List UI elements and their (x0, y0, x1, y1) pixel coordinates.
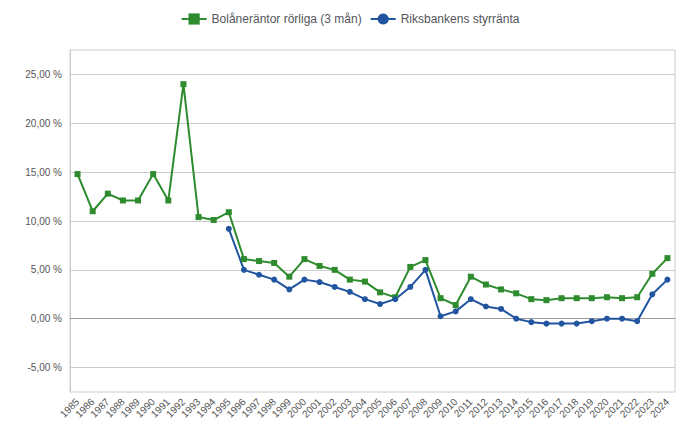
svg-text:2019: 2019 (572, 396, 596, 420)
svg-text:2008: 2008 (405, 396, 430, 420)
svg-text:2024: 2024 (648, 396, 672, 420)
svg-text:2005: 2005 (360, 396, 384, 420)
svg-text:1985: 1985 (58, 396, 82, 420)
svg-text:10,00 %: 10,00 % (25, 216, 62, 227)
svg-text:5,00 %: 5,00 % (31, 264, 62, 275)
svg-text:2009: 2009 (421, 396, 445, 420)
svg-text:2022: 2022 (617, 396, 642, 420)
svg-text:2018: 2018 (557, 396, 581, 420)
svg-text:1998: 1998 (254, 396, 279, 420)
svg-text:2014: 2014 (496, 396, 521, 420)
svg-text:1990: 1990 (133, 396, 158, 420)
svg-text:Riksbankens styrränta: Riksbankens styrränta (401, 12, 520, 26)
svg-text:2010: 2010 (436, 396, 460, 420)
svg-text:2004: 2004 (345, 396, 369, 420)
svg-text:Bolåneräntor rörliga (3 mån): Bolåneräntor rörliga (3 mån) (212, 12, 362, 26)
svg-text:2002: 2002 (315, 396, 339, 420)
svg-text:2001: 2001 (300, 396, 324, 420)
svg-text:20,00 %: 20,00 % (25, 118, 62, 129)
svg-text:2015: 2015 (511, 396, 536, 420)
svg-text:2000: 2000 (284, 396, 309, 420)
svg-text:1995: 1995 (209, 396, 233, 420)
svg-text:1996: 1996 (224, 396, 248, 420)
svg-text:2013: 2013 (481, 396, 505, 420)
svg-text:1991: 1991 (148, 396, 173, 420)
svg-text:15,00 %: 15,00 % (25, 167, 62, 178)
svg-text:2006: 2006 (375, 396, 400, 420)
svg-text:1994: 1994 (194, 396, 218, 420)
svg-text:2003: 2003 (330, 396, 354, 420)
svg-text:1997: 1997 (239, 396, 263, 420)
svg-text:2012: 2012 (466, 396, 490, 420)
svg-text:1988: 1988 (103, 396, 127, 420)
svg-text:1986: 1986 (73, 396, 97, 420)
svg-text:2017: 2017 (542, 396, 566, 420)
svg-text:2020: 2020 (587, 396, 611, 420)
svg-text:1999: 1999 (269, 396, 294, 420)
svg-text:2021: 2021 (602, 396, 626, 420)
svg-text:2023: 2023 (632, 396, 657, 420)
svg-text:1993: 1993 (179, 396, 203, 420)
svg-text:2016: 2016 (526, 396, 551, 420)
svg-text:1989: 1989 (118, 396, 142, 420)
svg-text:2007: 2007 (390, 396, 415, 420)
svg-text:1992: 1992 (163, 396, 188, 420)
svg-text:2011: 2011 (451, 396, 475, 420)
svg-text:1987: 1987 (88, 396, 112, 420)
svg-text:0,00 %: 0,00 % (31, 313, 62, 324)
svg-text:-5,00 %: -5,00 % (28, 362, 63, 373)
svg-text:25,00 %: 25,00 % (25, 69, 62, 80)
